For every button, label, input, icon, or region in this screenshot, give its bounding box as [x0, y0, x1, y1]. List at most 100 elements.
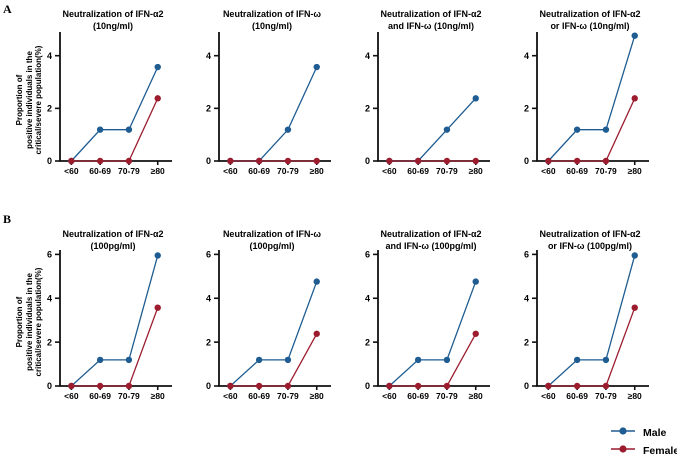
chart-ifn-a2-or-w-100pg: 0 2 4 6 <60 60-69 70-79 ≥80: [517, 220, 676, 414]
panel-ifn-a2-or-w-100pg: 0 2 4 6 <60 60-69 70-79 ≥80 Neutralization of I…: [517, 220, 676, 414]
svg-text:<60: <60: [223, 391, 238, 401]
panel-title: Neutralization of IFN-α2 and IFN-ω (10ng…: [361, 8, 501, 32]
svg-text:4: 4: [365, 51, 370, 61]
svg-text:6: 6: [206, 250, 211, 260]
chart-svg: 0 2 4 <60 60-69 70-79 ≥80: [47, 32, 172, 176]
panel-title-line2: (100pg/ml): [249, 241, 295, 251]
chart-ifn-w-10ng: 0 2 4 <60 60-69 70-79 ≥80: [199, 8, 358, 188]
svg-text:60-69: 60-69: [407, 166, 429, 176]
panel-title: Neutralization of IFN-α2 or IFN-ω (10ng/…: [520, 8, 660, 32]
svg-text:70-79: 70-79: [595, 391, 617, 401]
panel-ifn-a2-10ng: 0 2 4 <60 60-69 70-79 ≥80 Neutralization of IF…: [40, 8, 199, 188]
panel-title-line2: or IFN-ω (10ng/ml): [550, 21, 630, 31]
svg-text:6: 6: [47, 250, 52, 260]
svg-text:<60: <60: [64, 391, 79, 401]
panel-title-line2: and IFN-ω (10ng/ml): [387, 21, 475, 31]
svg-text:4: 4: [206, 293, 211, 303]
svg-text:≥80: ≥80: [469, 391, 483, 401]
svg-text:4: 4: [524, 51, 529, 61]
panel-title: Neutralization of IFN-α2 (100pg/ml): [43, 228, 183, 252]
svg-text:2: 2: [524, 337, 529, 347]
svg-text:2: 2: [365, 337, 370, 347]
svg-text:2: 2: [524, 104, 529, 114]
svg-text:70-79: 70-79: [277, 391, 299, 401]
panel-title-line1: Neutralization of IFN-α2: [380, 229, 482, 239]
panel-label-a: A: [3, 2, 12, 16]
svg-text:0: 0: [524, 156, 529, 166]
legend-label-female: Female: [643, 444, 677, 457]
svg-text:60-69: 60-69: [566, 166, 588, 176]
svg-text:4: 4: [47, 51, 52, 61]
svg-text:60-69: 60-69: [248, 166, 270, 176]
panel-title-line1: Neutralization of IFN-α2: [380, 9, 482, 19]
y-axis-label: Proportion of positive individuals in th…: [15, 268, 44, 377]
panel-title-line2: or IFN-ω (100pg/ml): [547, 241, 633, 251]
svg-text:<60: <60: [541, 166, 556, 176]
svg-text:70-79: 70-79: [277, 166, 299, 176]
legend-item-male: Male: [610, 424, 677, 441]
svg-text:≥80: ≥80: [151, 166, 165, 176]
panel-title: Neutralization of IFN-ω (100pg/ml): [202, 228, 342, 252]
svg-text:0: 0: [47, 381, 52, 391]
svg-text:70-79: 70-79: [595, 166, 617, 176]
svg-text:4: 4: [365, 293, 370, 303]
svg-text:60-69: 60-69: [248, 391, 270, 401]
svg-text:<60: <60: [382, 166, 397, 176]
chart-svg: 0 2 4 <60 60-69 70-79 ≥80: [524, 32, 649, 176]
panel-ifn-a2-and-w-100pg: 0 2 4 6 <60 60-69 70-79 ≥80 Neutralization of I…: [358, 220, 517, 414]
legend-item-female: Female: [610, 442, 677, 459]
chart-ifn-a2-10ng: 0 2 4 <60 60-69 70-79 ≥80: [40, 8, 199, 188]
svg-text:2: 2: [206, 104, 211, 114]
svg-text:2: 2: [47, 337, 52, 347]
y-axis-label-line: Proportion of: [14, 74, 24, 126]
male-series-marker-icon: [610, 424, 636, 442]
svg-text:2: 2: [47, 104, 52, 114]
panel-ifn-a2-and-w-10ng: 0 2 4 <60 60-69 70-79 ≥80 Neutralization of IF…: [358, 8, 517, 188]
panel-title-line1: Neutralization of IFN-α2: [62, 229, 164, 239]
svg-text:0: 0: [206, 156, 211, 166]
svg-text:<60: <60: [541, 391, 556, 401]
svg-text:≥80: ≥80: [628, 391, 642, 401]
panel-ifn-w-100pg: 0 2 4 6 <60 60-69 70-79 ≥80 Neutralization of I…: [199, 220, 358, 414]
svg-text:≥80: ≥80: [151, 391, 165, 401]
chart-svg: 0 2 4 6 <60 60-69 70-79 ≥80: [47, 250, 172, 401]
svg-text:60-69: 60-69: [89, 391, 111, 401]
svg-text:≥80: ≥80: [310, 391, 324, 401]
svg-text:<60: <60: [223, 166, 238, 176]
panel-title-line1: Neutralization of IFN-α2: [62, 9, 164, 19]
chart-ifn-a2-100pg: 0 2 4 6 <60 60-69 70-79 ≥80: [40, 220, 199, 414]
y-axis-label: Proportion of positive individuals in th…: [15, 46, 44, 155]
svg-text:4: 4: [206, 51, 211, 61]
y-axis-label-line: positive individuals in the: [24, 273, 34, 371]
panel-title: Neutralization of IFN-ω (10ng/ml): [202, 8, 342, 32]
panel-title: Neutralization of IFN-α2 and IFN-ω (100p…: [361, 228, 501, 252]
svg-text:<60: <60: [382, 391, 397, 401]
svg-text:2: 2: [365, 104, 370, 114]
svg-text:0: 0: [47, 156, 52, 166]
panel-title-line1: Neutralization of IFN-α2: [539, 229, 641, 239]
chart-svg: 0 2 4 6 <60 60-69 70-79 ≥80: [524, 250, 649, 401]
svg-text:≥80: ≥80: [469, 166, 483, 176]
female-series-marker-icon: [610, 442, 636, 460]
y-axis-label-line: positive individuals in the: [24, 51, 34, 149]
chart-ifn-w-100pg: 0 2 4 6 <60 60-69 70-79 ≥80: [199, 220, 358, 414]
panel-label-b: B: [3, 212, 12, 226]
legend: Male Female: [610, 424, 677, 459]
svg-text:4: 4: [524, 293, 529, 303]
svg-text:0: 0: [206, 381, 211, 391]
svg-text:70-79: 70-79: [436, 391, 458, 401]
panel-title: Neutralization of IFN-α2 (10ng/ml): [43, 8, 183, 32]
svg-text:≥80: ≥80: [310, 166, 324, 176]
svg-text:60-69: 60-69: [566, 391, 588, 401]
svg-text:0: 0: [365, 156, 370, 166]
chart-ifn-a2-or-w-10ng: 0 2 4 <60 60-69 70-79 ≥80: [517, 8, 676, 188]
svg-text:70-79: 70-79: [118, 391, 140, 401]
svg-text:0: 0: [524, 381, 529, 391]
legend-marker-svg: [611, 444, 635, 453]
chart-svg: 0 2 4 6 <60 60-69 70-79 ≥80: [206, 250, 331, 401]
svg-text:70-79: 70-79: [118, 166, 140, 176]
svg-text:6: 6: [524, 250, 529, 260]
svg-text:60-69: 60-69: [89, 166, 111, 176]
row-b: Proportion of positive individuals in th…: [0, 220, 677, 414]
